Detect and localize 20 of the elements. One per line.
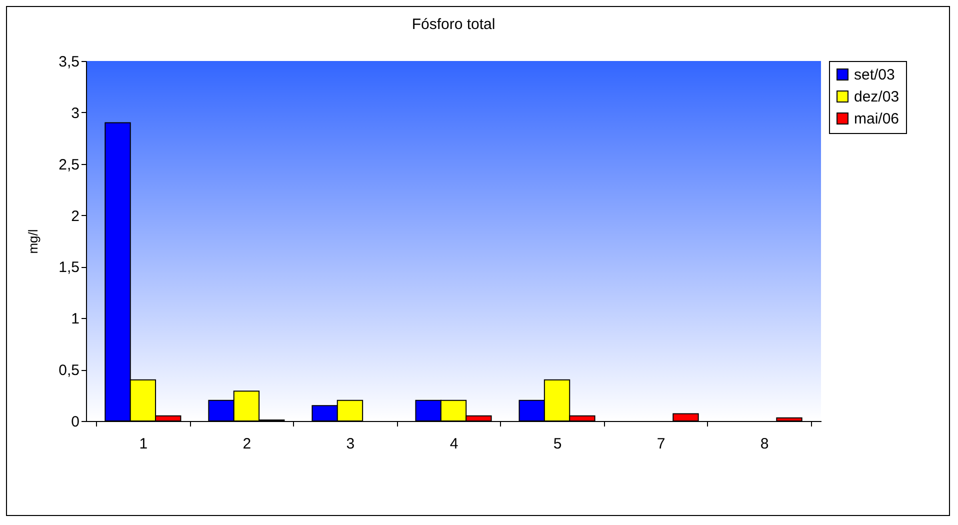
legend-label: mai/06: [854, 110, 900, 128]
x-tick-label: 7: [656, 436, 666, 452]
y-tick-label: 2,5: [58, 156, 80, 174]
x-tick-label: 2: [242, 436, 252, 452]
x-tick-label: 5: [553, 436, 562, 452]
y-axis-title: mg/l: [26, 229, 41, 254]
y-tick-label: 3,5: [58, 54, 80, 70]
legend-label: set/03: [854, 66, 895, 84]
chart-title: Fósforo total: [412, 16, 496, 33]
x-tick-label: 8: [760, 436, 769, 452]
x-tick-label: 1: [139, 436, 148, 452]
x-tick-label: 4: [450, 436, 458, 452]
legend-label: dez/03: [854, 88, 900, 106]
y-tick-label: 2: [71, 208, 80, 225]
y-tick-label: 1,5: [58, 259, 80, 276]
y-tick-label: 1: [71, 310, 80, 328]
x-tick-label: 3: [346, 436, 355, 452]
y-tick-label: 0: [71, 414, 80, 430]
y-tick-label: 0,5: [58, 362, 80, 380]
y-tick-label: 3: [71, 104, 80, 122]
